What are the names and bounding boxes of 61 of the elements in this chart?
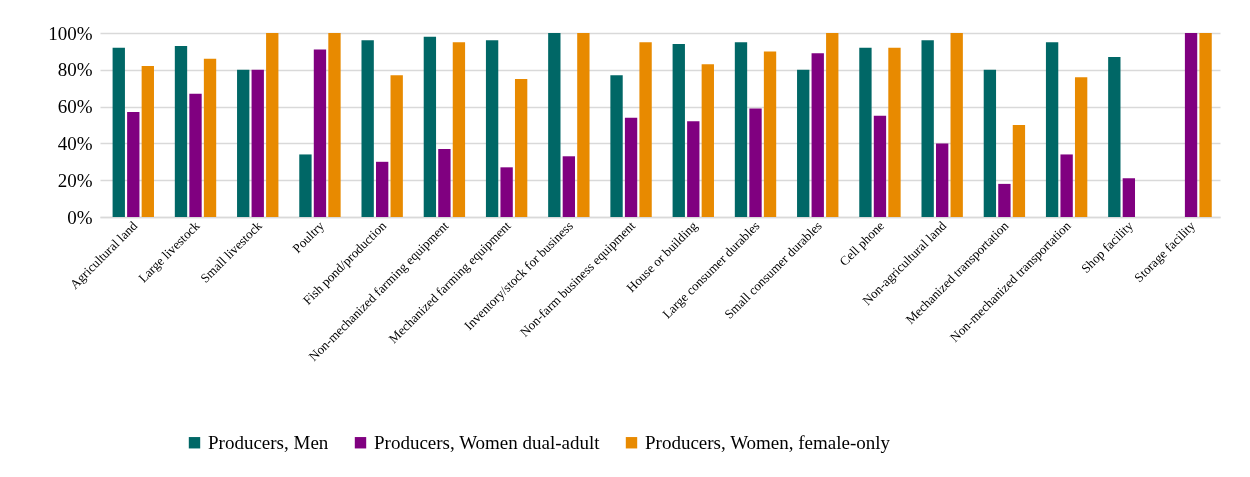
bar — [1060, 154, 1073, 217]
bar — [687, 121, 700, 217]
bar — [514, 79, 528, 217]
bar — [859, 47, 872, 217]
bar — [237, 69, 250, 217]
bar — [376, 161, 389, 217]
bar — [826, 33, 839, 217]
y-tick-label: 0% — [67, 206, 93, 228]
bar — [1074, 77, 1088, 217]
bar — [313, 49, 327, 217]
bar — [189, 93, 202, 217]
bar — [797, 69, 810, 217]
legend-label: Producers, Men — [208, 431, 329, 453]
bar — [763, 51, 777, 217]
bar — [873, 115, 887, 217]
bar — [936, 143, 949, 217]
bar — [1045, 42, 1059, 217]
bar — [1184, 33, 1198, 217]
bar — [624, 117, 638, 217]
bar — [811, 53, 824, 217]
bar — [610, 75, 623, 217]
bar — [485, 40, 499, 217]
bar — [203, 58, 217, 217]
bar — [1122, 178, 1136, 217]
bar — [1199, 33, 1212, 217]
bar — [452, 42, 466, 217]
bar — [141, 66, 154, 217]
bar — [998, 183, 1011, 217]
bar — [749, 108, 762, 217]
bar — [266, 33, 279, 217]
y-tick-label: 80% — [57, 59, 93, 81]
bar — [500, 167, 513, 217]
bar — [562, 156, 576, 217]
bar — [390, 75, 403, 217]
bar — [888, 47, 901, 217]
bar — [423, 36, 437, 217]
y-tick-label: 60% — [57, 96, 93, 118]
y-tick-label: 40% — [57, 132, 93, 154]
bar — [701, 64, 714, 217]
bar — [1012, 125, 1026, 217]
bar — [672, 44, 685, 217]
bar — [734, 42, 748, 217]
y-tick-label: 100% — [48, 22, 93, 44]
bar — [127, 112, 140, 217]
bar — [921, 40, 934, 217]
legend-label: Producers, Women dual-adult — [374, 431, 601, 453]
bar — [112, 47, 125, 217]
bar — [438, 148, 451, 217]
bar — [1108, 56, 1121, 217]
bar — [299, 154, 312, 217]
y-tick-label: 20% — [57, 169, 93, 191]
legend-label: Producers, Women, female-only — [645, 431, 891, 453]
bar — [950, 33, 963, 217]
bar — [577, 33, 590, 217]
bar — [251, 69, 264, 217]
bar — [361, 40, 374, 217]
bar — [548, 33, 561, 217]
bar — [983, 69, 997, 217]
bar — [639, 42, 652, 217]
bar — [328, 33, 341, 217]
bar — [174, 45, 188, 217]
